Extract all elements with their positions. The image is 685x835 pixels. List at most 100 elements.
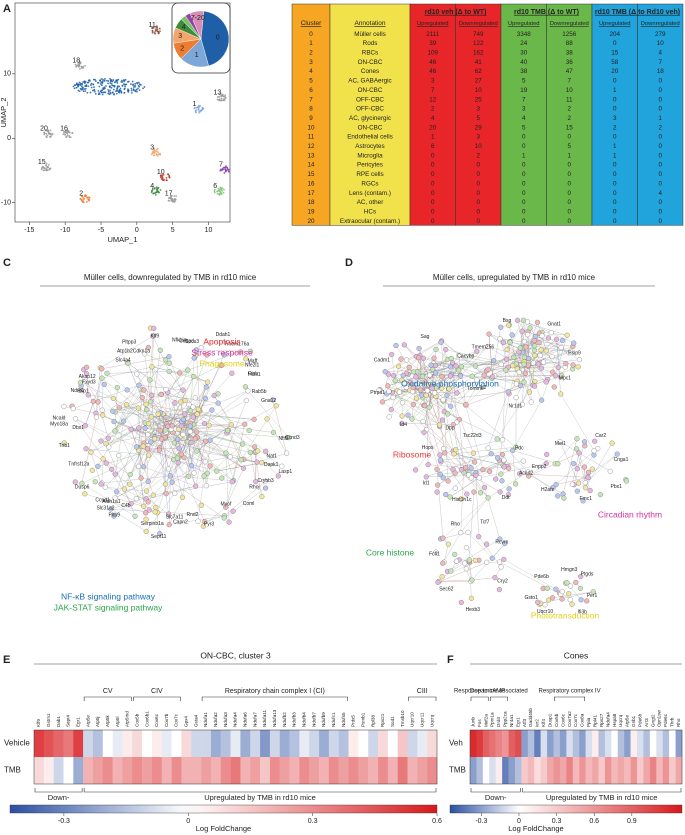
cell-point bbox=[121, 84, 124, 87]
network-edge bbox=[491, 450, 513, 454]
gene-label: Myo18a bbox=[50, 422, 68, 428]
table-cell: ON-CBC bbox=[358, 87, 383, 94]
table-header: Cluster bbox=[301, 20, 322, 27]
network-node bbox=[445, 411, 451, 417]
network-node bbox=[72, 416, 79, 422]
heatmap-cell bbox=[624, 757, 631, 784]
network-node bbox=[221, 515, 227, 521]
network-edge bbox=[389, 372, 436, 418]
heatmap-cell bbox=[279, 730, 290, 757]
network-edge bbox=[501, 364, 517, 384]
cell-point bbox=[93, 88, 96, 91]
gene-label: Klf9 bbox=[36, 719, 41, 727]
heatmap-cell bbox=[309, 757, 320, 784]
table-cell: 0 bbox=[567, 218, 571, 225]
table-cell: 0 bbox=[522, 143, 526, 150]
cluster-label: 20 bbox=[40, 126, 48, 133]
network-edge bbox=[407, 415, 440, 456]
gene-label: Prdx5 bbox=[351, 715, 356, 727]
network-node bbox=[166, 354, 172, 360]
network-edge bbox=[426, 365, 436, 430]
heatmap-cell bbox=[102, 730, 113, 757]
heatmap-cell bbox=[572, 757, 580, 784]
network-node bbox=[470, 450, 477, 456]
cell-point bbox=[87, 85, 90, 88]
pie-label: 2 bbox=[180, 45, 184, 52]
network-node bbox=[449, 360, 456, 366]
cluster-label: 10 bbox=[157, 169, 165, 176]
network-node bbox=[447, 364, 454, 370]
heatmap-cell bbox=[102, 757, 113, 784]
network-edge bbox=[101, 363, 170, 379]
table-cell: 3 bbox=[431, 78, 435, 85]
network-edge bbox=[453, 453, 509, 467]
network-node bbox=[453, 558, 460, 564]
cell-point bbox=[102, 78, 104, 81]
cell-point bbox=[132, 86, 135, 88]
network-node bbox=[571, 340, 577, 346]
cell-point bbox=[199, 105, 202, 107]
cell-point bbox=[200, 109, 203, 111]
network-edge bbox=[413, 404, 440, 426]
cell-point bbox=[217, 190, 219, 192]
table-group-header: rd10 veh (Δ to WT) bbox=[425, 9, 487, 16]
gene-label: Sag bbox=[421, 334, 430, 340]
network-node bbox=[204, 352, 210, 358]
table-cell: 0 bbox=[431, 162, 435, 169]
gene-label: Socs3 bbox=[185, 339, 199, 345]
network-node bbox=[245, 388, 251, 394]
cell-point bbox=[80, 85, 83, 88]
cell-point bbox=[92, 83, 95, 86]
network-node bbox=[526, 356, 532, 362]
cell-point bbox=[75, 83, 78, 86]
heatmap-cell bbox=[579, 730, 586, 757]
table-cell: 0 bbox=[658, 152, 662, 159]
network-node bbox=[466, 557, 473, 563]
network-edge bbox=[443, 544, 449, 563]
network-edge bbox=[84, 493, 146, 514]
network-edge bbox=[161, 394, 219, 404]
network-node bbox=[510, 447, 516, 453]
network-edge bbox=[101, 458, 104, 484]
heatmap-cell bbox=[476, 757, 484, 784]
gene-label: Rab5b bbox=[252, 389, 267, 395]
network-edge bbox=[507, 341, 511, 368]
network-node bbox=[413, 467, 419, 473]
heatmap-cell bbox=[649, 757, 657, 784]
gene-label: Arr3 bbox=[644, 718, 649, 727]
heatmap-cell bbox=[630, 730, 638, 757]
network-node bbox=[270, 429, 277, 436]
network-node bbox=[532, 352, 538, 358]
network-node bbox=[99, 407, 105, 413]
network-edge bbox=[463, 460, 524, 473]
network-node bbox=[399, 377, 405, 383]
network-edge bbox=[206, 440, 211, 486]
network-edge bbox=[491, 327, 501, 379]
cell-point bbox=[82, 90, 85, 93]
cell-point bbox=[107, 88, 110, 91]
heatmap-cell bbox=[427, 730, 438, 757]
network-edge bbox=[556, 477, 589, 485]
table-cell: 17 bbox=[307, 190, 315, 197]
network-node bbox=[559, 596, 565, 602]
cell-point bbox=[104, 78, 106, 80]
network-node bbox=[286, 435, 292, 441]
table-cell: 5 bbox=[522, 78, 526, 85]
gene-label: Ndufa11 bbox=[262, 710, 267, 727]
network-edge bbox=[137, 379, 151, 448]
network-node bbox=[443, 492, 449, 498]
heatmap-cell bbox=[328, 730, 339, 757]
network-edge bbox=[444, 452, 454, 470]
network-edge bbox=[115, 468, 169, 499]
network-edge bbox=[174, 402, 176, 443]
heatmap-cell bbox=[220, 757, 231, 784]
cell-point bbox=[107, 82, 109, 85]
table-cell: 0 bbox=[658, 180, 662, 187]
table-cell: 7 bbox=[309, 96, 313, 103]
network-edge bbox=[468, 491, 475, 562]
table-column bbox=[409, 3, 456, 226]
group-bracket bbox=[489, 696, 508, 701]
gene-label: Aldh1a1 bbox=[102, 499, 121, 505]
gene-label: Nfkbia bbox=[172, 338, 186, 344]
heatmap-cell bbox=[604, 730, 612, 757]
